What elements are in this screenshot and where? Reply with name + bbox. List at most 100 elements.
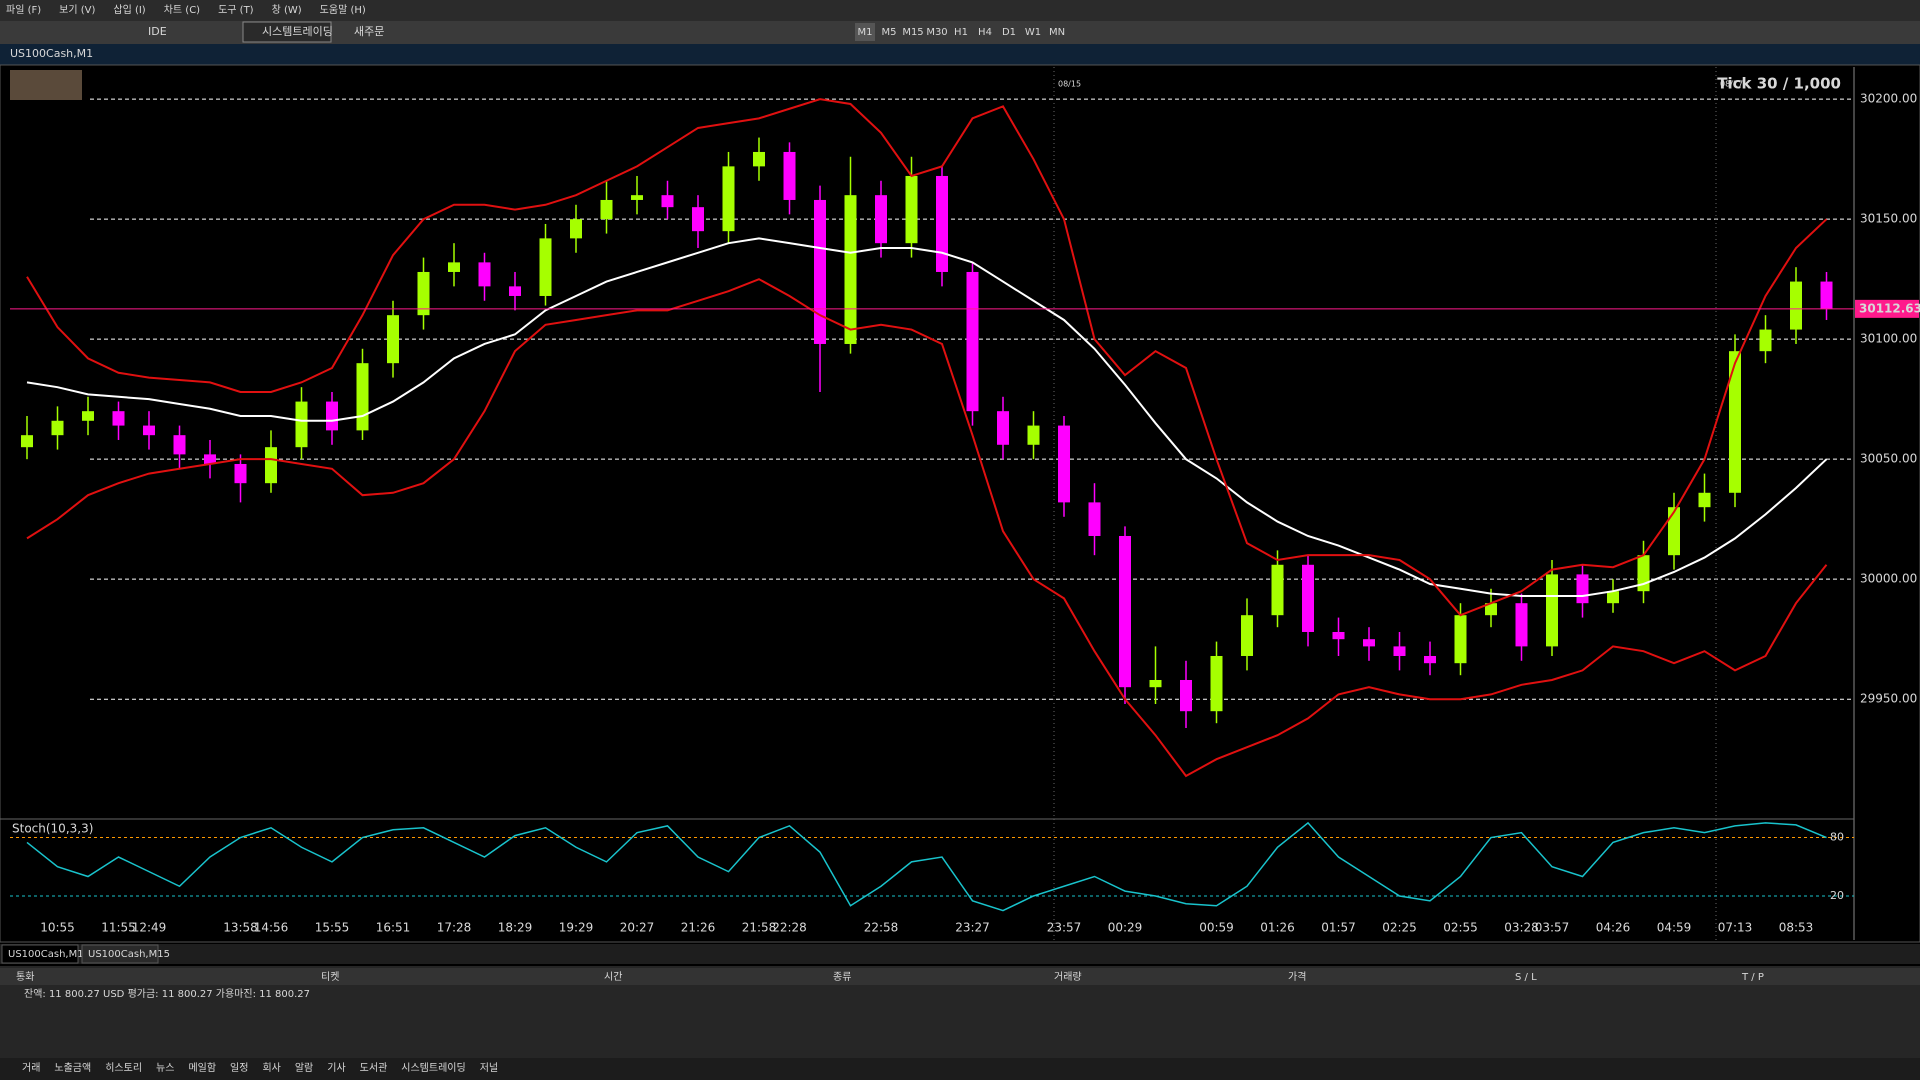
menu-bar bbox=[0, 0, 1920, 21]
candle-body bbox=[21, 435, 33, 448]
candle-body bbox=[448, 262, 460, 272]
terminal-column: 시간 bbox=[604, 971, 622, 983]
terminal-tab[interactable]: 기사 bbox=[327, 1062, 345, 1074]
candle-body bbox=[631, 195, 643, 200]
timeframe[interactable]: W1 bbox=[1025, 27, 1041, 38]
timeframe[interactable]: M15 bbox=[902, 27, 923, 38]
candle-body bbox=[997, 411, 1009, 445]
timeframe[interactable]: M30 bbox=[926, 27, 947, 38]
terminal-column: 종류 bbox=[833, 971, 851, 983]
timeframe[interactable]: M1 bbox=[858, 27, 873, 38]
toolbar-new-order[interactable]: 새주문 bbox=[354, 25, 384, 38]
candle-body bbox=[1790, 281, 1802, 330]
chart-tab[interactable] bbox=[1, 944, 79, 964]
stochastic-line bbox=[26, 821, 1827, 912]
terminal-tab[interactable]: 회사 bbox=[262, 1062, 280, 1074]
candle-body bbox=[600, 199, 613, 220]
menu-item[interactable]: 창 (W) bbox=[272, 4, 302, 16]
candle-body bbox=[570, 219, 582, 239]
x-tick-label: 04:59 bbox=[1657, 921, 1692, 935]
candle-body bbox=[1515, 603, 1528, 647]
y-tick-label: 30200.00 bbox=[1860, 92, 1917, 106]
x-tick-label: 16:51 bbox=[376, 921, 411, 935]
candle-body bbox=[1485, 603, 1497, 616]
timeframe[interactable]: H4 bbox=[978, 27, 992, 38]
y-tick-label: 30050.00 bbox=[1860, 452, 1917, 466]
candle-body bbox=[387, 315, 399, 364]
timeframe[interactable]: H1 bbox=[954, 27, 968, 38]
candle-body bbox=[1729, 351, 1741, 493]
candle-body bbox=[1393, 646, 1406, 656]
toolbar bbox=[0, 21, 1920, 44]
y-tick-label: 30000.00 bbox=[1860, 572, 1917, 586]
candle-body bbox=[1332, 631, 1345, 640]
indicator-title: Stoch(10,3,3) bbox=[12, 822, 93, 836]
terminal-tab[interactable]: 알람 bbox=[295, 1061, 313, 1074]
x-tick-label: 13:58 bbox=[223, 921, 258, 935]
terminal-tab[interactable]: 거래 bbox=[22, 1062, 40, 1074]
toolbar-system-trading[interactable]: 시스템트레이딩 bbox=[262, 25, 333, 38]
terminal-tab[interactable]: 일정 bbox=[230, 1062, 248, 1074]
x-tick-label: 12:49 bbox=[132, 921, 167, 935]
terminal-tabs-bar bbox=[0, 1058, 1920, 1080]
candle-body bbox=[1058, 425, 1070, 503]
candle-body bbox=[966, 271, 979, 412]
chart-tab-label[interactable]: US100Cash,M1 bbox=[8, 949, 84, 960]
menu-item[interactable]: 삽입 (I) bbox=[113, 3, 145, 16]
chart-tab-label[interactable]: US100Cash,M15 bbox=[88, 949, 170, 960]
candle-body bbox=[753, 151, 765, 167]
x-tick-label: 01:26 bbox=[1260, 921, 1295, 935]
x-tick-label: 02:25 bbox=[1382, 921, 1417, 935]
candle-body bbox=[51, 420, 64, 436]
timeframe-active[interactable] bbox=[855, 23, 875, 41]
menu-item[interactable]: 도구 (T) bbox=[218, 5, 254, 16]
menu-item[interactable]: 파일 (F) bbox=[6, 4, 41, 16]
menu-item[interactable]: 차트 (C) bbox=[164, 4, 200, 16]
candle-body bbox=[1149, 679, 1162, 688]
x-tick-label: 02:55 bbox=[1443, 921, 1478, 935]
candle-body bbox=[1759, 329, 1772, 352]
candle-body bbox=[722, 166, 735, 232]
x-tick-label: 00:59 bbox=[1199, 921, 1234, 935]
terminal-tab[interactable]: 시스템트레이딩 bbox=[401, 1062, 465, 1074]
timeframe[interactable]: M5 bbox=[882, 27, 897, 38]
logo bbox=[10, 70, 82, 100]
day-label: 08/15 bbox=[1058, 80, 1081, 89]
candle-body bbox=[1576, 574, 1589, 604]
indicator-line bbox=[26, 98, 1828, 617]
chart-tab[interactable] bbox=[81, 944, 159, 964]
terminal-tab[interactable]: 뉴스 bbox=[156, 1062, 174, 1074]
x-tick-label: 21:58 bbox=[742, 921, 777, 935]
terminal-tab[interactable]: 히스토리 bbox=[105, 1062, 142, 1074]
candle-body bbox=[1271, 564, 1284, 616]
indicator-line bbox=[26, 237, 1828, 597]
tick-text: Tick 30 / 1,000 bbox=[1717, 75, 1841, 93]
toolbar-ide[interactable]: IDE bbox=[148, 25, 167, 38]
terminal-tab[interactable]: 도서관 bbox=[360, 1062, 388, 1074]
candle-body bbox=[1241, 615, 1253, 656]
x-tick-label: 08:53 bbox=[1779, 921, 1814, 935]
terminal-tab[interactable]: 저널 bbox=[480, 1062, 498, 1074]
system-trading-button[interactable] bbox=[242, 21, 332, 43]
candle-body bbox=[417, 271, 430, 316]
candle-body bbox=[661, 195, 674, 208]
timeframe[interactable]: D1 bbox=[1002, 27, 1016, 38]
menu-item[interactable]: 보기 (V) bbox=[59, 4, 95, 16]
candle-body bbox=[814, 199, 826, 344]
terminal-tab[interactable]: 노출금액 bbox=[54, 1062, 91, 1074]
x-tick-label: 07:13 bbox=[1718, 921, 1753, 935]
x-tick-label: 00:29 bbox=[1108, 921, 1143, 935]
candle-body bbox=[844, 195, 857, 344]
x-tick-label: 19:29 bbox=[559, 921, 594, 935]
candle-body bbox=[234, 463, 247, 484]
y-tick-label: 30150.00 bbox=[1860, 212, 1917, 226]
timeframe[interactable]: MN bbox=[1049, 27, 1065, 38]
chart-tabs-bar bbox=[0, 944, 1920, 964]
level-label: 80 bbox=[1830, 831, 1844, 844]
x-tick-label: 04:26 bbox=[1596, 921, 1631, 935]
candle-body bbox=[1302, 564, 1314, 632]
terminal-tab[interactable]: 메일함 bbox=[188, 1062, 216, 1074]
menu-item[interactable]: 도움말 (H) bbox=[320, 4, 366, 16]
candle-body bbox=[1363, 639, 1375, 647]
chart-titlebar bbox=[0, 44, 1920, 65]
